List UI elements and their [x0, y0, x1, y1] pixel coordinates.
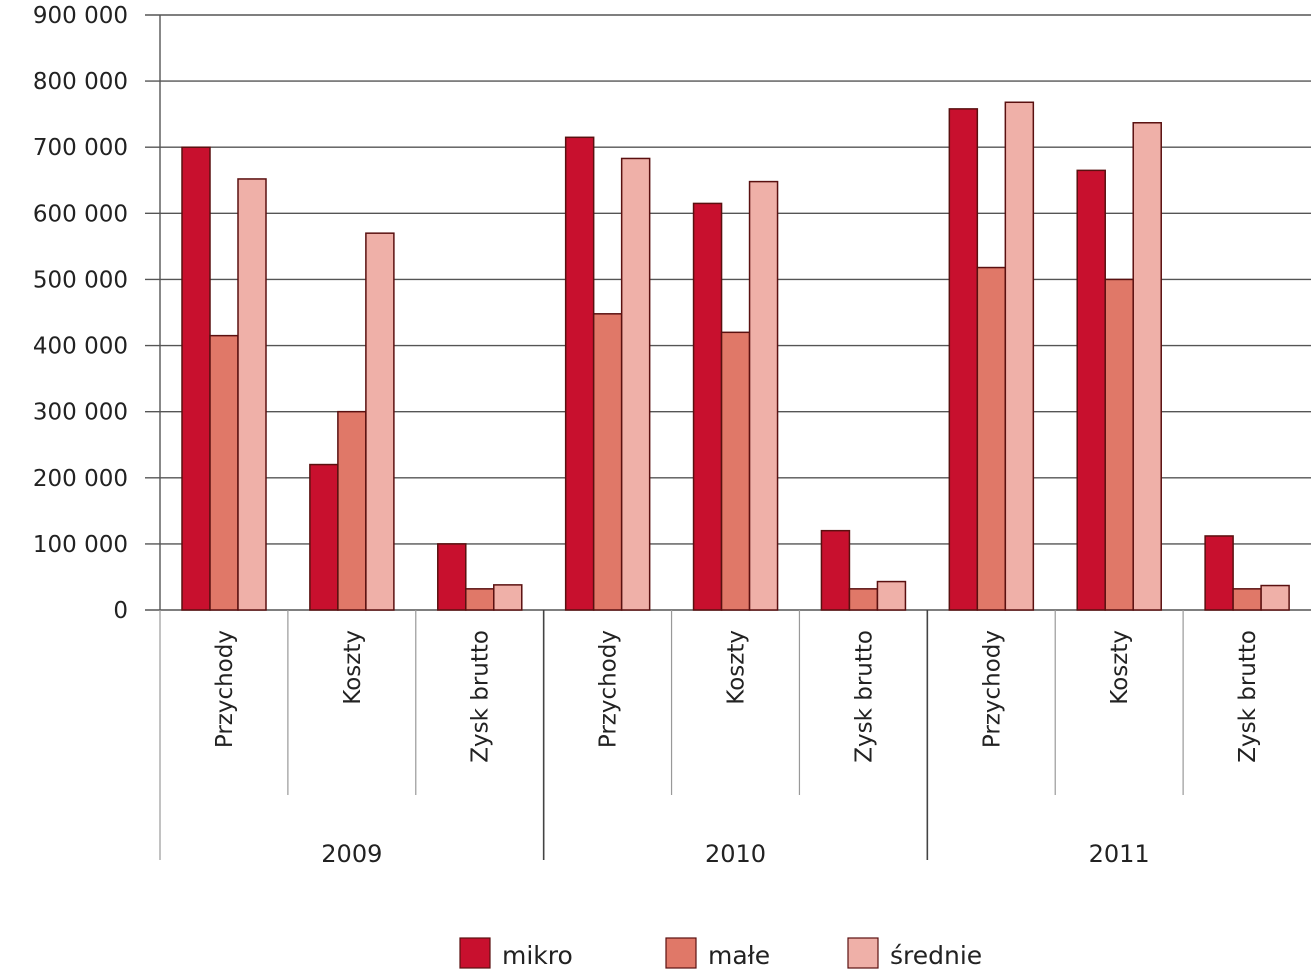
bar-małe: [1232, 588, 1262, 611]
x-category-label: Zysk brutto: [1235, 630, 1261, 763]
y-tick-label: 400 000: [33, 334, 128, 360]
bar-mikro: [692, 202, 723, 611]
bar-średnie: [1004, 101, 1035, 611]
x-axis: Przychody Koszty Zysk brutto Przychody Koszt…: [159, 610, 1261, 868]
y-tick-label: 800 000: [33, 69, 128, 95]
x-group-label: 2010: [705, 840, 766, 868]
y-tick-label: 600 000: [33, 201, 128, 227]
y-tick-label: 900 000: [33, 3, 128, 29]
bar-mikro: [181, 146, 211, 611]
bar-mikro: [564, 136, 595, 611]
x-group-label: 2009: [321, 840, 382, 868]
bar-małe: [976, 266, 1007, 611]
bar-mikro: [948, 108, 979, 611]
x-category-label: Przychody: [596, 630, 622, 748]
legend-swatch-mikro: [459, 937, 491, 969]
bar-średnie: [1132, 122, 1162, 611]
x-category-label: Koszty: [340, 630, 366, 705]
legend-swatch-średnie: [847, 937, 879, 969]
y-tick-label: 0: [113, 598, 128, 624]
bar-małe: [848, 588, 879, 611]
bar-małe: [592, 313, 623, 611]
y-tick-label: 300 000: [33, 400, 128, 426]
y-tick-label: 700 000: [33, 135, 128, 161]
x-category-label: Przychody: [979, 630, 1005, 748]
legend-label: mikro: [502, 941, 573, 969]
bar-mikro: [1076, 169, 1106, 611]
bar-mikro: [437, 543, 467, 611]
bar-małe: [465, 588, 495, 611]
legend-swatch-małe: [665, 937, 697, 969]
x-category-label: Zysk brutto: [851, 630, 877, 763]
bar-małe: [209, 334, 239, 611]
bar-średnie: [748, 180, 779, 611]
bar-średnie: [493, 584, 523, 611]
x-category-label: Zysk brutto: [468, 630, 494, 763]
bar-małe: [337, 410, 367, 611]
y-tick-label: 500 000: [33, 267, 128, 293]
bar-średnie: [876, 580, 907, 611]
bar-mikro: [1204, 535, 1234, 611]
x-category-label: Koszty: [1107, 630, 1133, 705]
y-axis-ticks: 0 100 000 200 000 300 000 400 000 500 000 600 …: [33, 3, 128, 624]
legend-label: małe: [708, 941, 770, 969]
bar-małe: [720, 331, 751, 611]
y-tick-label: 100 000: [33, 532, 128, 558]
bars: [181, 101, 1290, 611]
x-category-label: Przychody: [212, 630, 238, 748]
bar-średnie: [1260, 584, 1290, 611]
bar-średnie: [365, 232, 395, 611]
x-category-label: Koszty: [724, 630, 750, 705]
bar-małe: [1104, 278, 1134, 611]
x-group-label: 2011: [1089, 840, 1150, 868]
bar-mikro: [309, 463, 339, 611]
bar-mikro: [820, 529, 851, 611]
bar-średnie: [237, 178, 267, 611]
legend: mikro małe średnie: [459, 937, 982, 969]
bar-średnie: [620, 157, 651, 611]
legend-label: średnie: [890, 941, 982, 969]
y-tick-label: 200 000: [33, 466, 128, 492]
